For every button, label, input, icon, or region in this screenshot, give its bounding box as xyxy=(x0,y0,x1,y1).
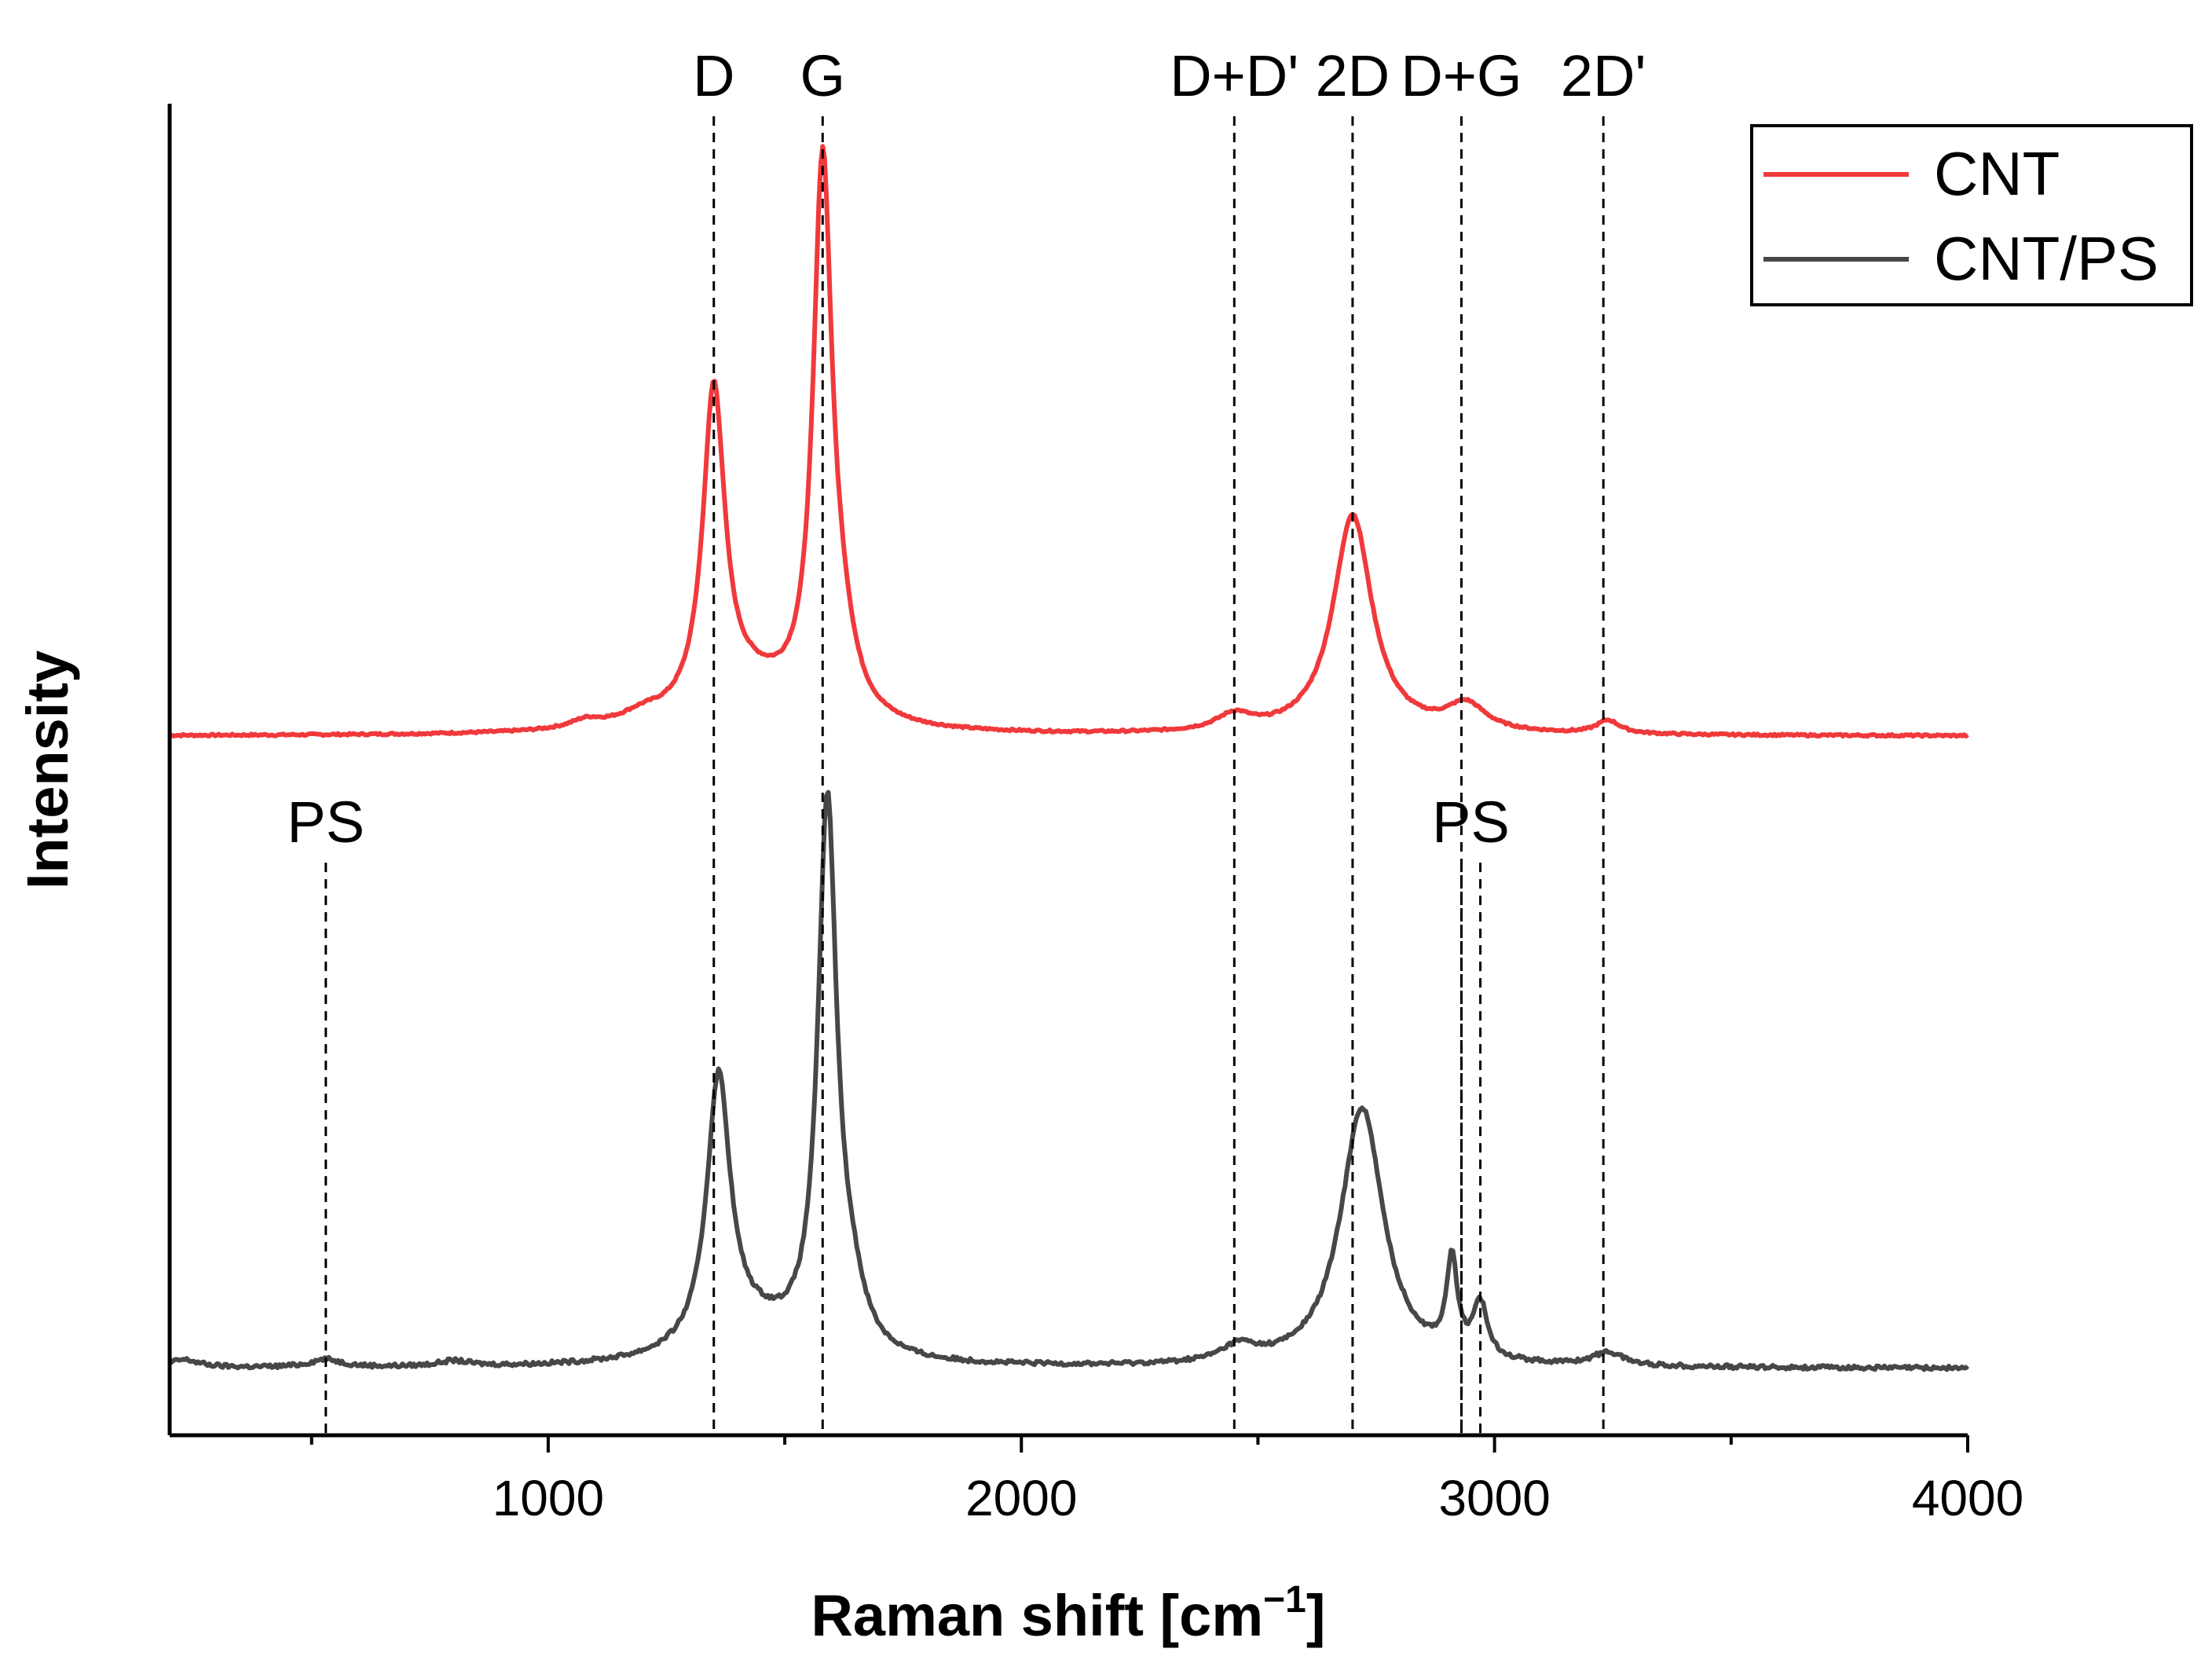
tick-label-3000: 3000 xyxy=(1438,1470,1550,1526)
tick-label-1000: 1000 xyxy=(493,1470,604,1526)
legend: CNT CNT/PS xyxy=(1750,124,2193,306)
x-axis-title-close: ] xyxy=(1306,1583,1326,1648)
legend-label-cnt: CNT xyxy=(1934,139,2060,208)
reference-labels: D G D+D' 2D D+G 2D' xyxy=(693,43,1646,108)
x-axis-title: Raman shift [cm−1] xyxy=(811,1579,1325,1648)
series-line-cnt-ps xyxy=(169,790,1970,1372)
legend-label-cnt-ps: CNT/PS xyxy=(1934,224,2159,293)
x-axis-title-main: Raman shift [cm xyxy=(811,1583,1263,1648)
peak-label-g: G xyxy=(800,43,845,108)
legend-box xyxy=(1750,124,2193,306)
series-line-cnt xyxy=(169,144,1969,739)
x-axis-ticks xyxy=(309,1435,1969,1453)
x-axis-tick-labels: 1000 2000 3000 4000 xyxy=(493,1470,2023,1526)
y-axis-title: Intensity xyxy=(15,650,80,889)
peak-label-2d: 2D xyxy=(1316,43,1390,108)
peak-label-2d-prime: 2D' xyxy=(1561,43,1646,108)
peak-label-d-plus-g: D+G xyxy=(1401,43,1522,108)
tick-label-2000: 2000 xyxy=(965,1470,1077,1526)
series-curves xyxy=(169,144,1970,1372)
ps-labels: PS PS xyxy=(287,790,1509,855)
x-axis-title-superscript: −1 xyxy=(1263,1579,1306,1621)
peak-label-d: D xyxy=(693,43,734,108)
ps-label-1: PS xyxy=(1432,790,1510,855)
peak-label-d-plus-d-prime: D+D' xyxy=(1170,43,1298,108)
tick-label-4000: 4000 xyxy=(1912,1470,2023,1526)
ps-marker-lines xyxy=(324,863,1482,1435)
ps-label-0: PS xyxy=(287,790,364,855)
reference-lines xyxy=(712,116,1605,1435)
